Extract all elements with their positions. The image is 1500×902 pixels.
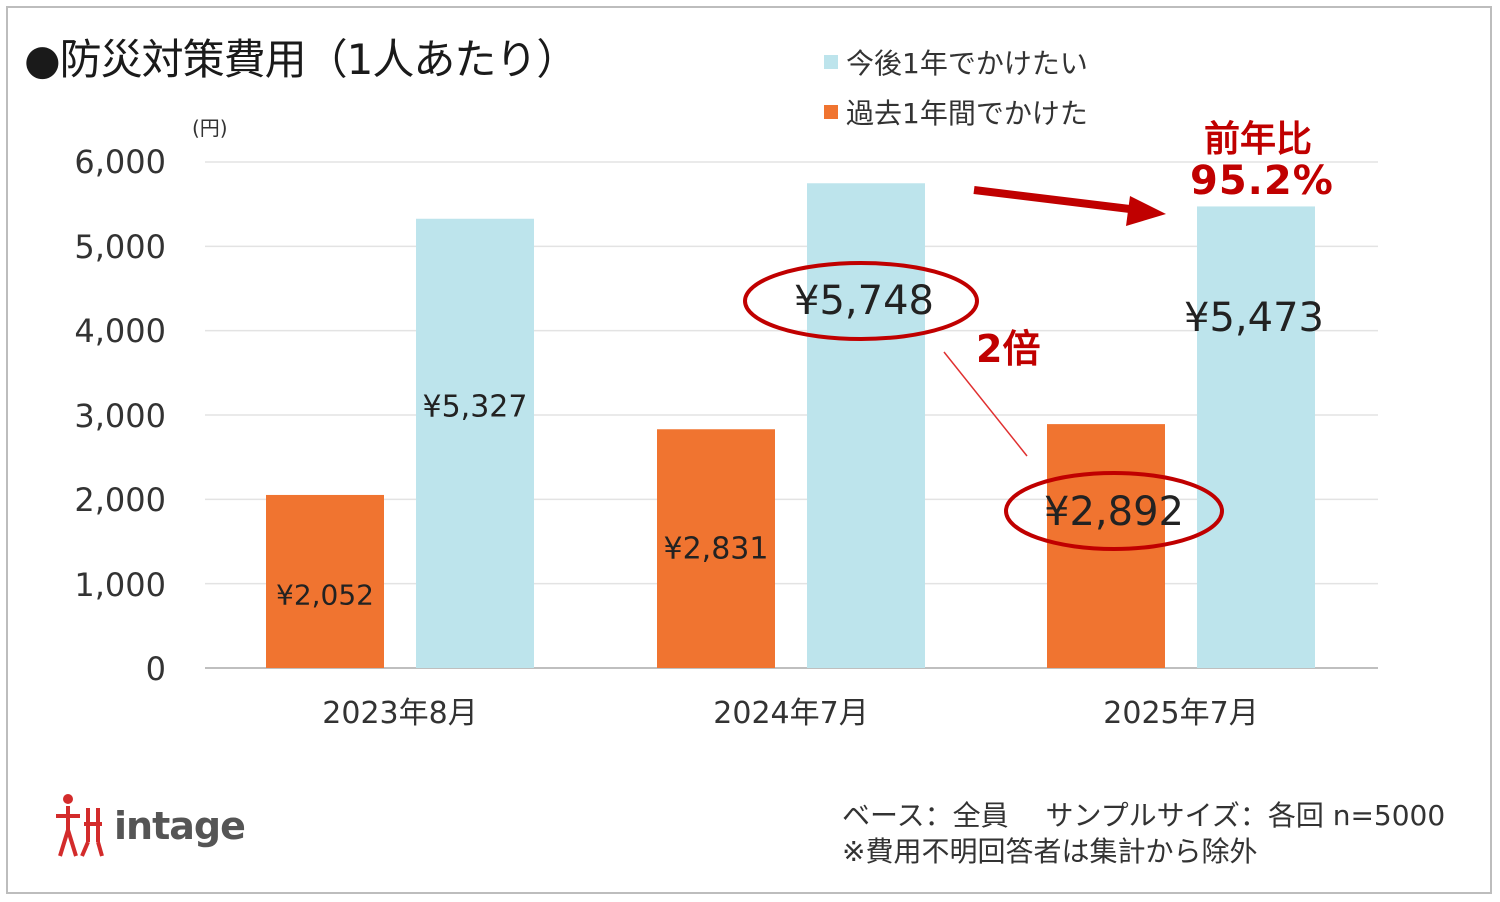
y-tick-label: 2,000 [74, 481, 166, 519]
intage-logo-text: intage [114, 804, 246, 848]
yoy-arrow-head [1126, 196, 1166, 226]
y-tick-label: 5,000 [74, 228, 166, 266]
exclusion-note: ※費用不明回答者は集計から除外 [842, 835, 1258, 868]
ratio-connector-line [943, 351, 1028, 457]
highlight-ellipse-2024 [743, 261, 979, 341]
yoy-label: 前年比 [1204, 119, 1313, 160]
bar-past-year [266, 494, 384, 668]
base-note: ベース：全員 サンプルサイズ：各回 n=5000 [842, 799, 1446, 832]
y-axis-unit: (円) [192, 116, 228, 140]
bar-past-year [657, 429, 775, 668]
y-tick-label: 4,000 [74, 312, 166, 350]
bar-next-year [1197, 206, 1315, 668]
y-tick-label: 1,000 [74, 566, 166, 604]
data-label: ¥2,831 [663, 531, 769, 567]
highlight-ellipse-2025 [1004, 471, 1224, 551]
x-tick-label: 2025年7月 [1103, 696, 1259, 731]
data-label: ¥5,473 [1184, 295, 1324, 341]
y-tick-label: 6,000 [74, 143, 166, 181]
data-label: ¥5,748 [794, 278, 934, 324]
y-tick-label: 3,000 [74, 397, 166, 435]
data-label: ¥2,892 [1044, 489, 1184, 535]
x-tick-label: 2023年8月 [322, 696, 478, 731]
legend-label-future: 今後1年でかけたい [846, 47, 1088, 80]
intage-logo-mark [56, 794, 104, 857]
y-tick-label: 0 [145, 650, 166, 688]
yoy-value: 95.2% [1190, 158, 1334, 204]
data-label: ¥5,327 [422, 389, 528, 425]
legend-swatch-future [824, 55, 838, 69]
x-tick-label: 2024年7月 [713, 696, 869, 731]
bar-next-year [416, 218, 534, 668]
chart-title: ●防災対策費用（1人あたり） [24, 35, 578, 84]
intage-logo: intage [52, 790, 246, 862]
ratio-annotation: 2倍 [976, 327, 1041, 371]
legend-item-future: 今後1年でかけたい [824, 42, 1088, 82]
yoy-arrow-shaft [973, 186, 1139, 214]
data-label: ¥2,052 [276, 578, 374, 612]
bar-next-year [807, 183, 925, 668]
legend-item-past: 過去1年間でかけた [824, 92, 1088, 132]
legend-swatch-past [824, 105, 838, 119]
legend-label-past: 過去1年間でかけた [846, 97, 1088, 130]
